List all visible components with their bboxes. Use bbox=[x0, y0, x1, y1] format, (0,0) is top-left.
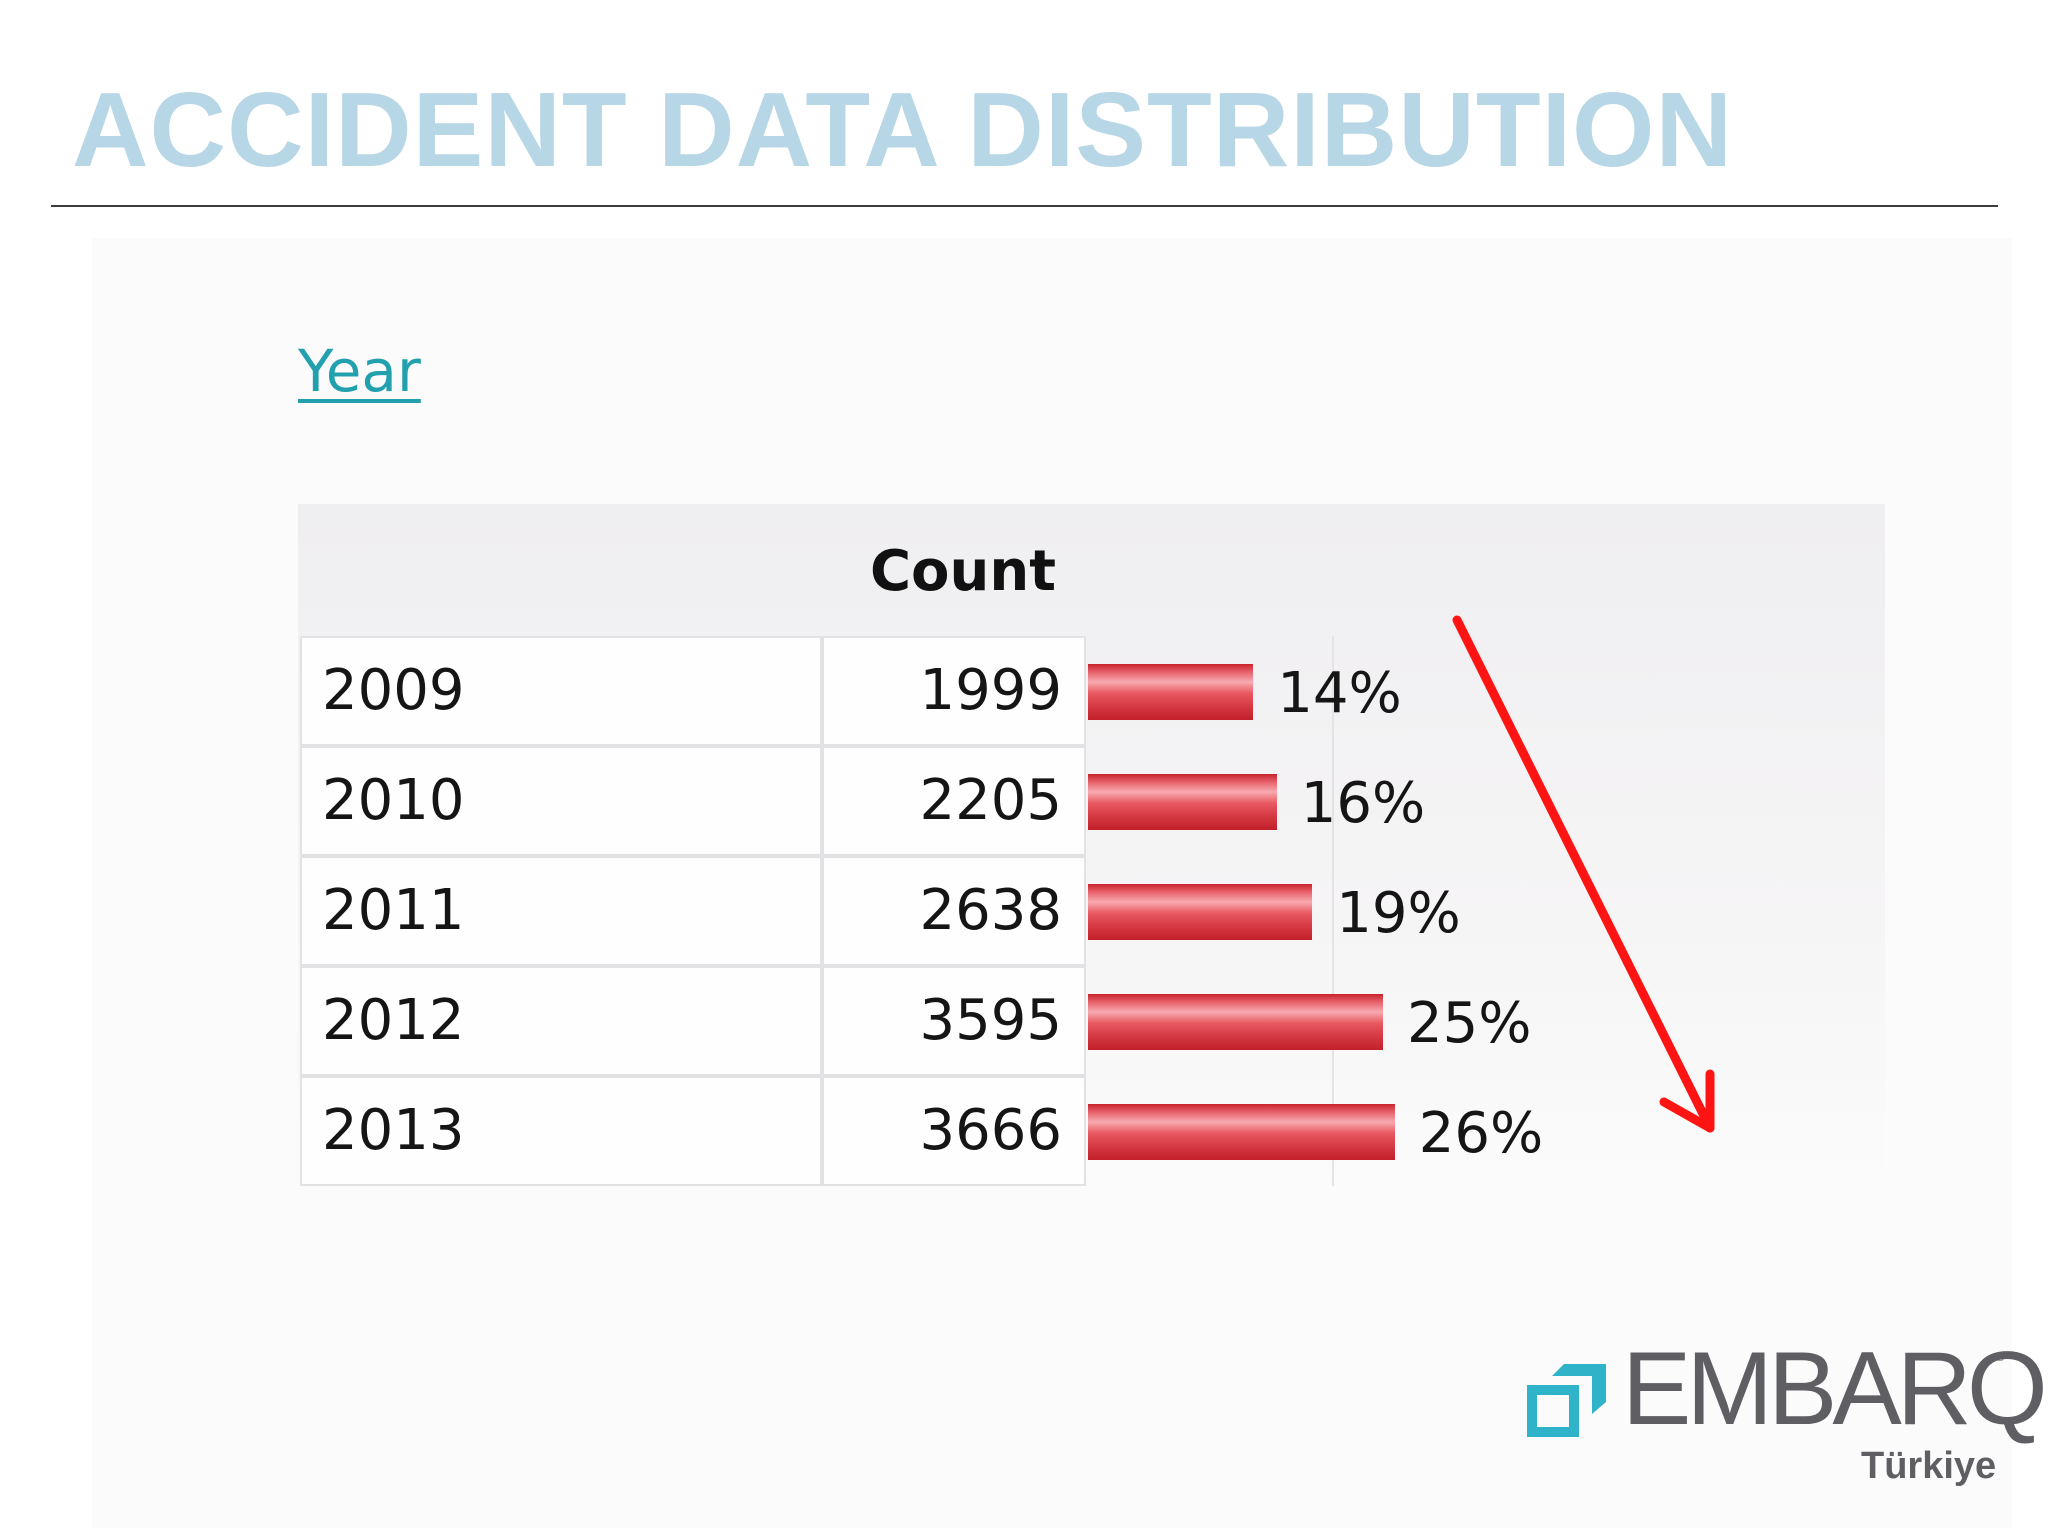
year-link[interactable]: Year bbox=[298, 337, 421, 405]
embarq-logo: EMBARQ ® Türkiye bbox=[1526, 1334, 2048, 1490]
count-cell: 2638 bbox=[822, 856, 1086, 966]
percent-label: 14% bbox=[1277, 661, 1402, 726]
year-cell: 2013 bbox=[300, 1076, 822, 1186]
gridline bbox=[1332, 636, 1334, 1186]
count-bar bbox=[1088, 884, 1313, 940]
embarq-logo-registered: ® bbox=[1994, 1350, 2006, 1364]
year-cell: 2012 bbox=[300, 966, 822, 1076]
trend-arrow-head bbox=[1659, 1069, 1715, 1133]
count-bar bbox=[1088, 774, 1277, 830]
count-table: Count 2009 1999 14% 2010 2205 16% 2011 2638 19% 2… bbox=[298, 504, 1885, 1186]
trend-arrow-shaft bbox=[1452, 615, 1715, 1133]
count-bar bbox=[1088, 664, 1254, 720]
percent-label: 25% bbox=[1407, 991, 1532, 1056]
count-bar bbox=[1088, 1104, 1395, 1160]
count-cell: 2205 bbox=[822, 746, 1086, 856]
embarq-logo-mark-icon bbox=[1527, 1364, 1606, 1437]
percent-label: 16% bbox=[1300, 771, 1426, 836]
percent-label: 19% bbox=[1336, 881, 1461, 946]
count-cell: 1999 bbox=[822, 636, 1086, 746]
year-cell: 2011 bbox=[300, 856, 822, 966]
count-cell: 3666 bbox=[822, 1076, 1086, 1186]
embarq-logo-subtitle: Türkiye bbox=[1861, 1445, 1997, 1487]
count-cell: 3595 bbox=[822, 966, 1086, 1076]
slide-title: ACCIDENT DATA DISTRIBUTION bbox=[72, 71, 1734, 189]
year-cell: 2009 bbox=[300, 636, 822, 746]
title-divider bbox=[51, 205, 1998, 207]
year-cell: 2010 bbox=[300, 746, 822, 856]
count-column-header: Count bbox=[869, 539, 1057, 604]
percent-label: 26% bbox=[1418, 1101, 1544, 1166]
count-bar bbox=[1088, 994, 1383, 1050]
embarq-logo-text: EMBARQ bbox=[1622, 1331, 2048, 1447]
